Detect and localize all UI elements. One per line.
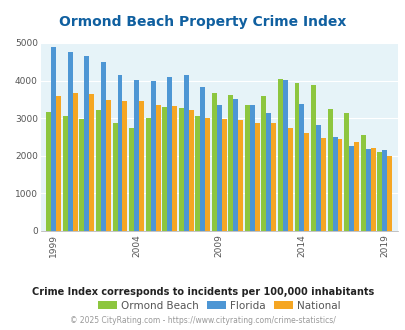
Bar — [79, 119, 84, 231]
Bar — [370, 148, 375, 231]
Bar — [172, 106, 177, 231]
Bar — [134, 80, 139, 231]
Bar — [117, 75, 122, 231]
Bar — [271, 123, 276, 231]
Bar — [287, 128, 292, 231]
Bar — [353, 142, 358, 231]
Bar — [155, 105, 160, 231]
Bar — [282, 80, 287, 231]
Bar — [72, 93, 78, 231]
Bar — [51, 47, 56, 231]
Bar — [386, 156, 391, 231]
Bar — [106, 100, 111, 231]
Bar — [320, 138, 325, 231]
Bar — [228, 95, 233, 231]
Bar — [233, 99, 238, 231]
Bar — [112, 123, 117, 231]
Bar — [167, 77, 172, 231]
Bar — [348, 146, 353, 231]
Bar — [84, 56, 89, 231]
Bar — [205, 118, 210, 231]
Bar — [68, 52, 72, 231]
Bar — [376, 152, 381, 231]
Bar — [266, 113, 271, 231]
Bar — [150, 81, 155, 231]
Bar — [178, 108, 183, 231]
Bar — [315, 125, 320, 231]
Bar — [188, 110, 193, 231]
Bar — [254, 123, 259, 231]
Bar — [162, 107, 167, 231]
Bar — [327, 109, 332, 231]
Bar — [56, 96, 61, 231]
Bar — [139, 101, 144, 231]
Bar — [89, 94, 94, 231]
Bar — [129, 128, 134, 231]
Bar — [360, 135, 365, 231]
Bar — [294, 83, 299, 231]
Text: Crime Index corresponds to incidents per 100,000 inhabitants: Crime Index corresponds to incidents per… — [32, 287, 373, 297]
Bar — [145, 118, 150, 231]
Bar — [343, 113, 348, 231]
Bar — [381, 150, 386, 231]
Bar — [365, 148, 370, 231]
Bar — [304, 133, 309, 231]
Bar — [211, 92, 216, 231]
Bar — [195, 116, 200, 231]
Bar — [332, 137, 337, 231]
Text: © 2025 CityRating.com - https://www.cityrating.com/crime-statistics/: © 2025 CityRating.com - https://www.city… — [70, 315, 335, 325]
Bar — [299, 104, 304, 231]
Bar — [96, 110, 101, 231]
Legend: Ormond Beach, Florida, National: Ormond Beach, Florida, National — [94, 296, 344, 315]
Text: Ormond Beach Property Crime Index: Ormond Beach Property Crime Index — [59, 15, 346, 29]
Bar — [46, 112, 51, 231]
Bar — [216, 105, 221, 231]
Bar — [238, 120, 243, 231]
Bar — [122, 101, 127, 231]
Bar — [261, 96, 266, 231]
Bar — [249, 105, 254, 231]
Bar — [244, 105, 249, 231]
Bar — [221, 119, 226, 231]
Bar — [63, 116, 68, 231]
Bar — [310, 85, 315, 231]
Bar — [277, 80, 282, 231]
Bar — [101, 62, 106, 231]
Bar — [200, 86, 205, 231]
Bar — [183, 75, 188, 231]
Bar — [337, 139, 342, 231]
